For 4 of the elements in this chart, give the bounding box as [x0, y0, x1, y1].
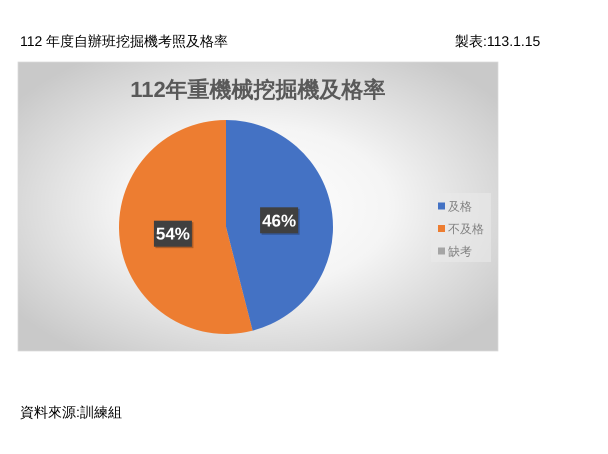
annotation: 資料來源:訓練組: [20, 404, 122, 420]
annotation: 製表:113.1.15: [455, 33, 540, 49]
title: 112年重機械挖掘機及格率: [130, 77, 386, 102]
annotation: 112 年度自辦班挖掘機考照及格率: [20, 33, 228, 49]
